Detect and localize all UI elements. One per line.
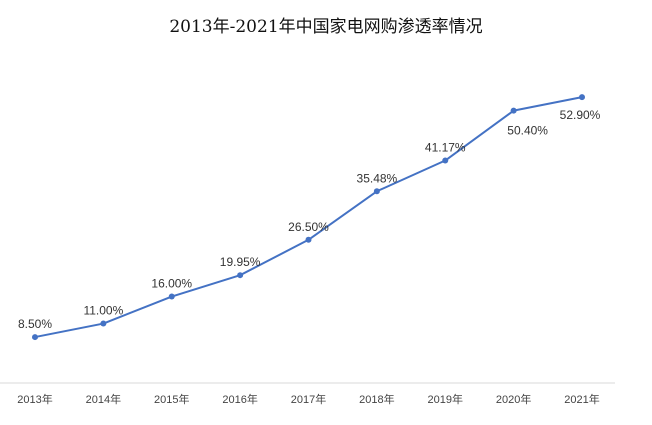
data-point [579,94,585,101]
data-label: 50.40% [507,124,548,138]
x-tick-label: 2019年 [428,392,463,406]
data-label: 41.17% [425,141,466,155]
x-tick-label: 2017年 [291,392,326,406]
data-point [100,320,107,327]
x-tick-label: 2021年 [564,392,599,406]
x-tick-label: 2014年 [86,392,121,406]
data-point [373,188,380,195]
chart-title: 2013年-2021年中国家电网购渗透率情况 [169,17,483,37]
data-label: 16.00% [151,277,192,291]
data-label: 26.50% [288,220,329,234]
data-label: 35.48% [357,171,398,185]
data-label: 8.50% [18,317,52,331]
data-label: 19.95% [220,255,261,269]
data-label: 52.90% [560,108,601,122]
data-point [32,334,38,341]
x-tick-label: 2018年 [359,392,394,406]
series-line [34,96,583,339]
x-tick-label: 2015年 [154,392,189,406]
data-label: 11.00% [83,304,123,318]
x-tick-label: 2013年 [17,392,52,406]
x-tick-label: 2020年 [496,392,531,406]
data-point [305,236,312,243]
x-tick-label: 2016年 [222,392,257,406]
data-point [237,272,244,279]
data-point [510,107,517,114]
data-point [168,293,175,300]
data-point [442,157,449,164]
